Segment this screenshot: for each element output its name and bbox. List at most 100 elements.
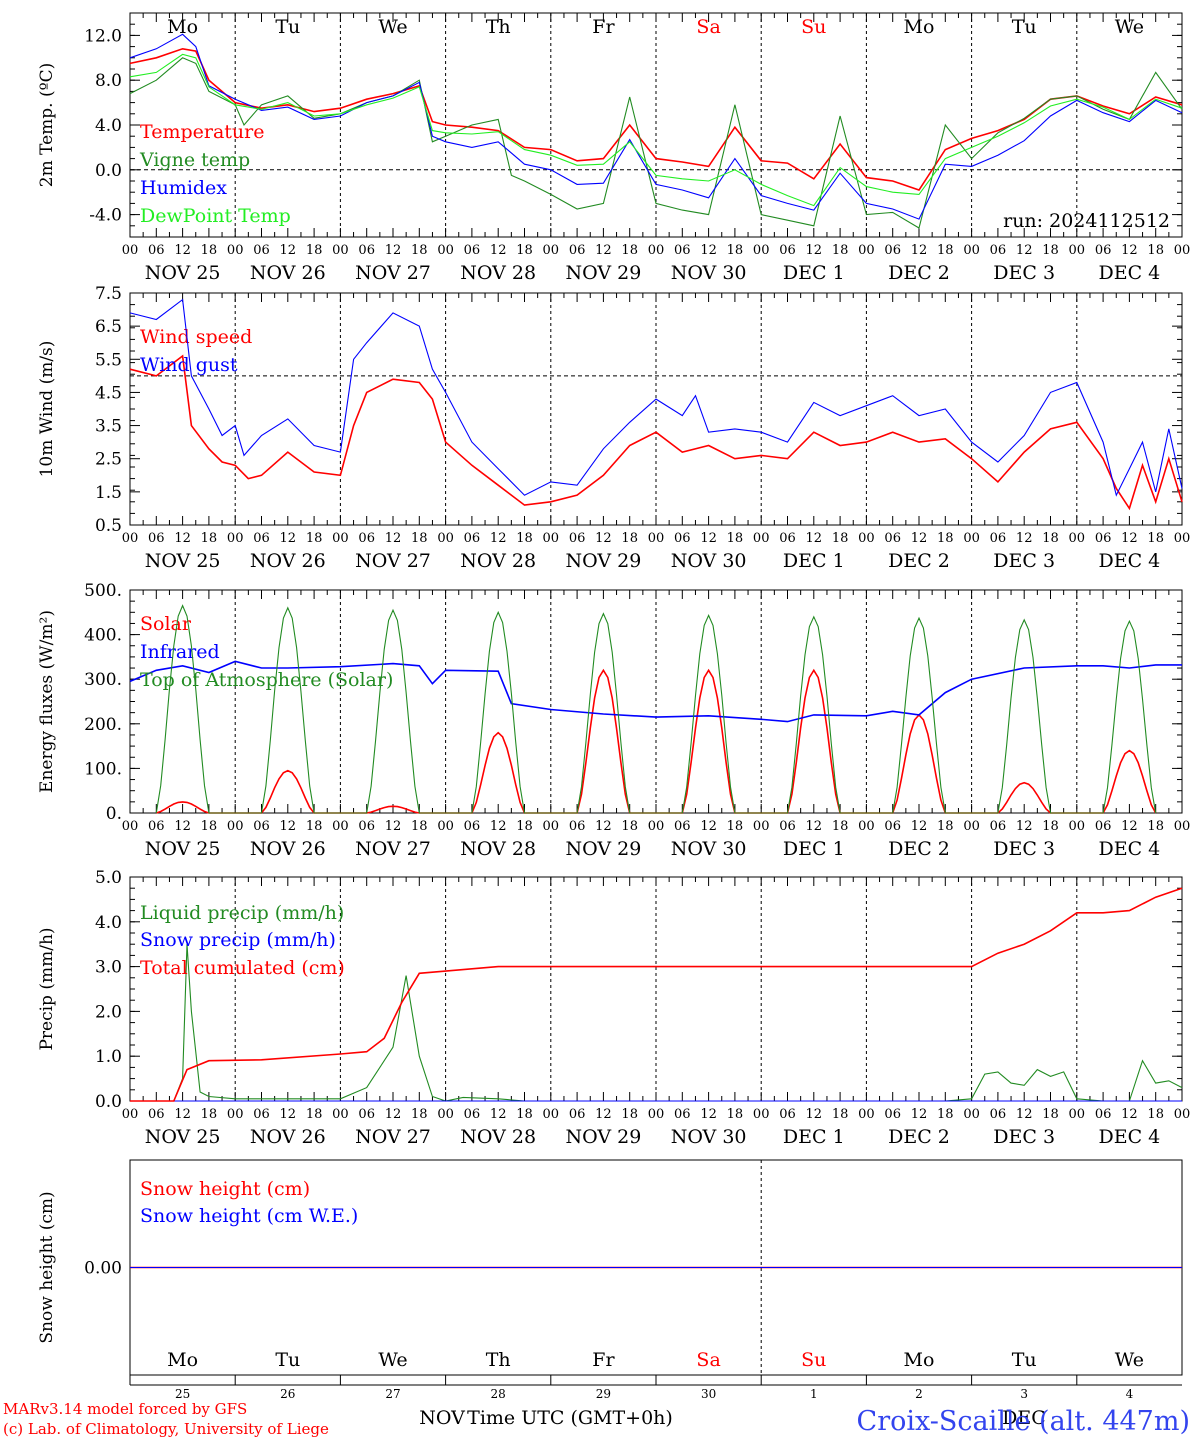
station-name: Croix-Scaille (alt. 447m): [857, 1406, 1190, 1437]
hour-tick-label: 06: [674, 1107, 691, 1122]
hour-tick-label: 00: [1069, 1107, 1086, 1122]
plot-frame: [129, 589, 1183, 814]
hour-tick-label: 12: [280, 531, 297, 546]
hour-tick-label: 18: [832, 1107, 849, 1122]
hour-tick-label: 00: [227, 819, 244, 834]
date-label: NOV 28: [460, 838, 536, 860]
hour-tick-label: 18: [832, 531, 849, 546]
month-label-right: DEC: [1002, 1407, 1046, 1429]
y-tick-label: 0.5: [95, 516, 122, 536]
hour-tick-label: 06: [358, 1107, 375, 1122]
weekday-label: Tu: [275, 1349, 300, 1371]
legend-entry: Snow precip (mm/h): [140, 929, 336, 951]
day-number: 29: [596, 1387, 611, 1401]
hour-tick-label: 12: [490, 243, 507, 258]
date-label: DEC 3: [993, 550, 1055, 572]
date-label: DEC 3: [993, 262, 1055, 284]
legend-entry: Wind speed: [140, 326, 252, 348]
hour-tick-label: 06: [884, 243, 901, 258]
hour-tick-label: 12: [806, 531, 823, 546]
y-axis-title: 2m Temp. (ºC): [37, 63, 57, 188]
hour-tick-label: 00: [227, 243, 244, 258]
y-axis-title: Energy fluxes (W/m²): [37, 610, 57, 793]
date-label: DEC 3: [993, 838, 1055, 860]
weekday-label: Tu: [1012, 1349, 1037, 1371]
hour-tick-label: 00: [648, 531, 665, 546]
hour-tick-label: 18: [306, 243, 323, 258]
hour-tick-label: 06: [990, 1107, 1007, 1122]
hour-tick-label: 12: [385, 1107, 402, 1122]
day-number: 4: [1126, 1387, 1134, 1401]
hour-tick-label: 00: [332, 819, 349, 834]
hour-tick-label: 12: [595, 531, 612, 546]
hour-tick-label: 18: [621, 819, 638, 834]
y-tick-label: 0.: [106, 804, 122, 824]
weekday-label: We: [1115, 16, 1144, 38]
hour-tick-label: 06: [1095, 243, 1112, 258]
hour-tick-label: 00: [648, 819, 665, 834]
y-axis-title: 10m Wind (m/s): [37, 341, 57, 478]
date-label: DEC 3: [993, 1126, 1055, 1148]
legend-entry: Vigne temp: [139, 149, 250, 171]
hour-tick-label: 12: [700, 531, 717, 546]
hour-tick-label: 12: [490, 1107, 507, 1122]
hour-tick-label: 06: [253, 819, 270, 834]
y-tick-label: 500.: [84, 581, 122, 601]
hour-tick-label: 06: [464, 531, 481, 546]
hour-tick-label: 06: [1095, 531, 1112, 546]
hour-tick-label: 00: [332, 243, 349, 258]
legend-entry: Solar: [140, 613, 192, 635]
hour-tick-label: 00: [122, 819, 139, 834]
hour-tick-label: 06: [779, 243, 796, 258]
hour-tick-label: 12: [174, 243, 191, 258]
hour-tick-label: 06: [1095, 1107, 1112, 1122]
credit-line-1: MARv3.14 model forced by GFS: [3, 1400, 247, 1418]
hour-tick-label: 12: [174, 531, 191, 546]
date-label: DEC 4: [1099, 262, 1161, 284]
hour-tick-label: 06: [674, 531, 691, 546]
date-label: NOV 30: [671, 1126, 747, 1148]
day-number: 26: [280, 1387, 295, 1401]
hour-tick-label: 18: [411, 1107, 428, 1122]
series-line-wind-gust: [129, 298, 1183, 497]
y-tick-label: 200.: [84, 715, 122, 735]
date-label: NOV 27: [355, 838, 431, 860]
legend-entry: Temperature: [140, 121, 264, 143]
hour-tick-label: 00: [1174, 1107, 1191, 1122]
hour-tick-label: 00: [963, 243, 980, 258]
weekday-label: We: [378, 1349, 407, 1371]
date-label: NOV 26: [250, 838, 326, 860]
date-label: DEC 2: [888, 838, 950, 860]
date-label: NOV 25: [145, 1126, 221, 1148]
hour-tick-label: 00: [543, 819, 560, 834]
hour-tick-label: 18: [516, 819, 533, 834]
legend-entry: Liquid precip (mm/h): [140, 902, 344, 924]
hour-tick-label: 12: [911, 1107, 928, 1122]
date-label: NOV 29: [565, 1126, 641, 1148]
hour-tick-label: 06: [990, 243, 1007, 258]
hour-tick-label: 18: [1042, 531, 1059, 546]
y-tick-label: 0.0: [95, 1092, 122, 1112]
weekday-label: Fr: [592, 16, 615, 38]
hour-tick-label: 18: [411, 243, 428, 258]
weekday-label: Fr: [592, 1349, 615, 1371]
hour-tick-label: 18: [621, 243, 638, 258]
y-axis-title: Precip (mm/h): [37, 927, 57, 1050]
hour-tick-label: 00: [858, 531, 875, 546]
hour-tick-label: 06: [253, 531, 270, 546]
hour-tick-label: 00: [858, 819, 875, 834]
hour-tick-label: 00: [648, 243, 665, 258]
date-label: NOV 25: [145, 550, 221, 572]
date-label: NOV 30: [671, 262, 747, 284]
hour-tick-label: 12: [911, 531, 928, 546]
hour-tick-label: 12: [700, 243, 717, 258]
chart-panel-4: 0.0 1.0 2.0 3.0 4.0 5.0 Precip (mm/h) Liquid pr…: [37, 868, 1190, 1148]
chart-panel-3: 0. 100. 200. 300. 400. 500. Energy fluxes (W/m…: [37, 581, 1190, 860]
weekday-label: Mo: [904, 16, 935, 38]
hour-tick-label: 18: [306, 1107, 323, 1122]
hour-tick-label: 00: [122, 531, 139, 546]
hour-tick-label: 12: [1121, 1107, 1138, 1122]
y-tick-label: 12.0: [84, 26, 122, 46]
hour-tick-label: 18: [937, 531, 954, 546]
y-tick-label: 1.0: [95, 1047, 122, 1067]
